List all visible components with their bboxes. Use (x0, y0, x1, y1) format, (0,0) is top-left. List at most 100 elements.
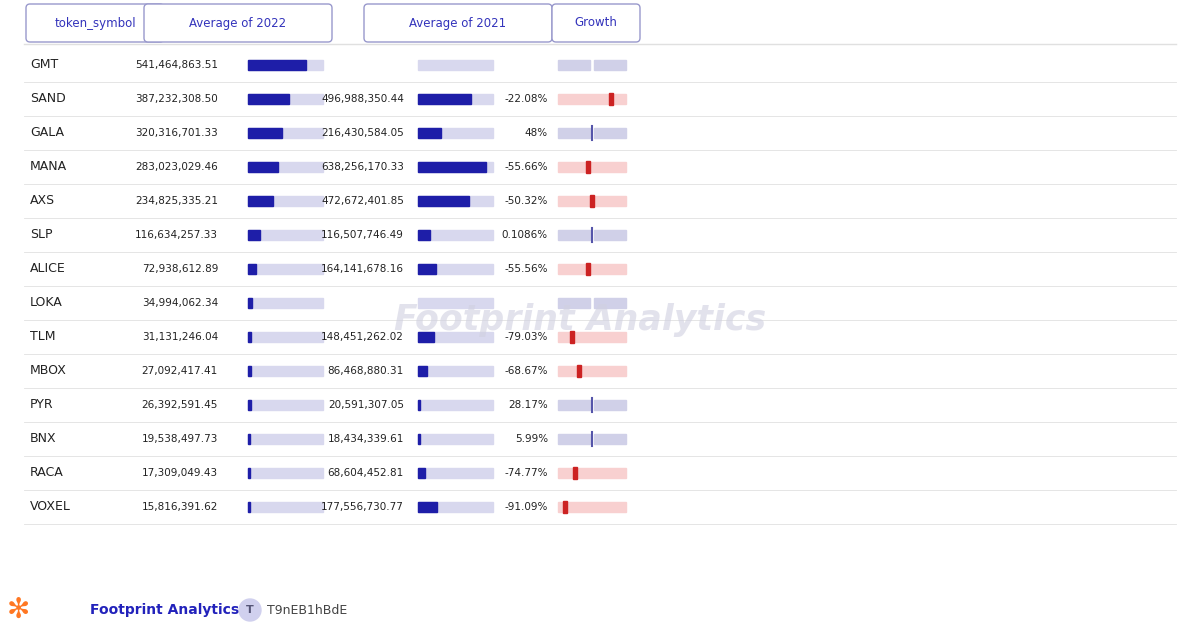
Text: VOXEL: VOXEL (30, 500, 71, 513)
Bar (418, 366, 493, 376)
Text: GMT: GMT (30, 59, 59, 71)
Text: 472,672,401.85: 472,672,401.85 (322, 196, 404, 206)
Bar (558, 366, 626, 376)
Bar (248, 332, 323, 342)
Text: 31,131,246.04: 31,131,246.04 (142, 332, 218, 342)
Bar (418, 264, 493, 274)
Text: 18,434,339.61: 18,434,339.61 (328, 434, 404, 444)
Bar (558, 196, 626, 206)
Bar (248, 162, 323, 172)
Text: 387,232,308.50: 387,232,308.50 (136, 94, 218, 104)
Bar (594, 128, 626, 138)
Text: -79.03%: -79.03% (505, 332, 548, 342)
Text: MBOX: MBOX (30, 365, 67, 377)
Bar (248, 434, 323, 444)
Text: Growth: Growth (575, 16, 618, 30)
Text: ALICE: ALICE (30, 263, 66, 275)
Bar (418, 128, 493, 138)
Text: -55.66%: -55.66% (504, 162, 548, 172)
Text: 68,604,452.81: 68,604,452.81 (328, 468, 404, 478)
Text: 0.1086%: 0.1086% (502, 230, 548, 240)
Text: -74.77%: -74.77% (504, 468, 548, 478)
Text: 86,468,880.31: 86,468,880.31 (328, 366, 404, 376)
Text: MANA: MANA (30, 161, 67, 173)
Bar (248, 502, 323, 512)
Text: 34,994,062.34: 34,994,062.34 (142, 298, 218, 308)
Bar (248, 468, 250, 478)
FancyBboxPatch shape (144, 4, 332, 42)
Text: Average of 2021: Average of 2021 (409, 16, 506, 30)
Bar (558, 468, 626, 478)
Bar (574, 467, 577, 479)
Text: 541,464,863.51: 541,464,863.51 (134, 60, 218, 70)
Bar (418, 468, 425, 478)
Bar (594, 434, 626, 444)
Text: PYR: PYR (30, 399, 54, 411)
Bar (418, 400, 493, 410)
Text: Footprint Analytics: Footprint Analytics (90, 603, 239, 617)
Bar (563, 501, 566, 513)
Bar (248, 94, 289, 104)
Text: 234,825,335.21: 234,825,335.21 (134, 196, 218, 206)
FancyBboxPatch shape (364, 4, 552, 42)
Text: 148,451,262.02: 148,451,262.02 (322, 332, 404, 342)
Bar (418, 502, 493, 512)
Bar (418, 502, 437, 512)
Bar (594, 298, 626, 308)
Bar (418, 434, 493, 444)
Bar (248, 128, 323, 138)
Bar (558, 162, 626, 172)
Text: T9nEB1hBdE: T9nEB1hBdE (266, 604, 347, 617)
Text: SLP: SLP (30, 229, 53, 241)
Bar (248, 60, 306, 70)
Bar (248, 264, 256, 274)
Bar (558, 434, 590, 444)
Bar (586, 161, 590, 173)
Bar (248, 502, 250, 512)
Bar (418, 332, 493, 342)
Bar (587, 263, 590, 275)
Text: TLM: TLM (30, 331, 55, 343)
Text: -91.09%: -91.09% (505, 502, 548, 512)
Text: 28.17%: 28.17% (509, 400, 548, 410)
Text: -22.08%: -22.08% (505, 94, 548, 104)
Text: 48%: 48% (524, 128, 548, 138)
Bar (418, 264, 436, 274)
Text: Footprint Analytics: Footprint Analytics (394, 303, 766, 337)
Circle shape (239, 599, 262, 621)
Bar (577, 365, 581, 377)
Bar (558, 128, 590, 138)
Text: token_symbol: token_symbol (54, 16, 136, 30)
Bar (589, 195, 594, 207)
Bar (248, 162, 278, 172)
Text: 177,556,730.77: 177,556,730.77 (322, 502, 404, 512)
Bar (418, 60, 493, 70)
Bar (418, 94, 472, 104)
Text: 15,816,391.62: 15,816,391.62 (142, 502, 218, 512)
Bar (558, 264, 626, 274)
Text: GALA: GALA (30, 127, 64, 139)
Text: 320,316,701.33: 320,316,701.33 (136, 128, 218, 138)
Bar (248, 196, 323, 206)
Bar (248, 196, 274, 206)
Text: ✻: ✻ (6, 596, 30, 624)
Text: 116,507,746.49: 116,507,746.49 (322, 230, 404, 240)
Text: -68.67%: -68.67% (504, 366, 548, 376)
Text: 72,938,612.89: 72,938,612.89 (142, 264, 218, 274)
Bar (248, 366, 251, 376)
Bar (558, 298, 590, 308)
Bar (608, 93, 613, 105)
FancyBboxPatch shape (552, 4, 640, 42)
Bar (248, 298, 252, 308)
Text: 26,392,591.45: 26,392,591.45 (142, 400, 218, 410)
Bar (418, 298, 493, 308)
Bar (418, 366, 427, 376)
Text: 17,309,049.43: 17,309,049.43 (142, 468, 218, 478)
Bar (418, 230, 431, 240)
Bar (248, 468, 323, 478)
Text: 20,591,307.05: 20,591,307.05 (328, 400, 404, 410)
Bar (418, 162, 493, 172)
Text: -50.32%: -50.32% (505, 196, 548, 206)
Bar (248, 366, 323, 376)
Bar (418, 162, 486, 172)
